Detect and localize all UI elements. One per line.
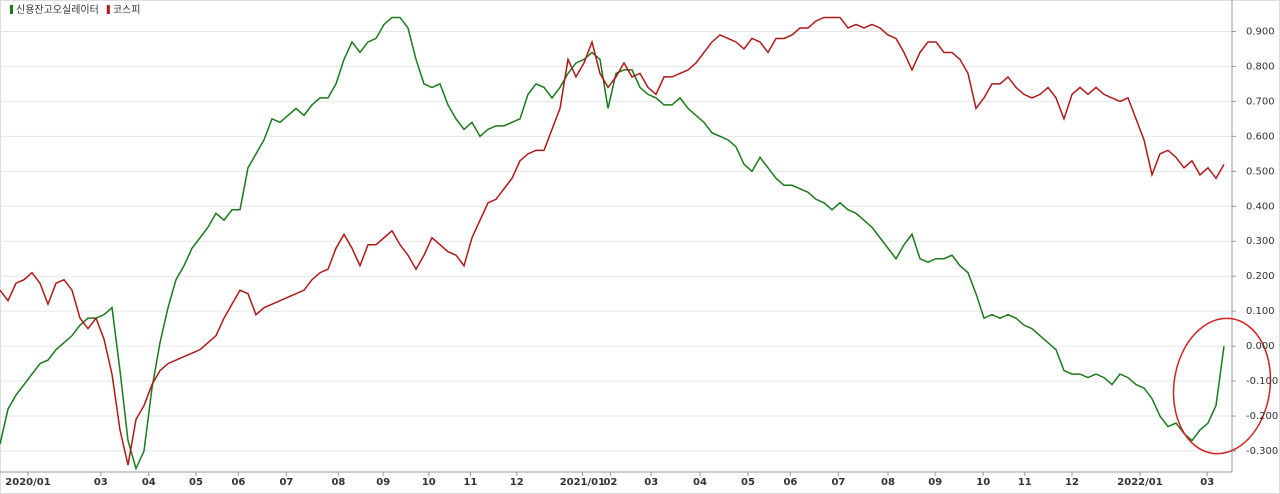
x-tick-label: 02 xyxy=(603,477,617,488)
x-tick-label: 07 xyxy=(831,477,845,488)
y-tick-label: 0.300 xyxy=(1246,236,1275,247)
legend: 신용잔고오실레이터 코스피 xyxy=(10,4,140,16)
y-tick-label: 0.700 xyxy=(1246,96,1275,107)
y-tick-label: 0.100 xyxy=(1246,306,1275,317)
y-tick-label: -0.100 xyxy=(1246,376,1278,387)
x-tick-label: 10 xyxy=(422,477,436,488)
x-tick-label: 03 xyxy=(1200,477,1214,488)
x-tick-label: 04 xyxy=(693,477,707,488)
x-tick-label: 2020/01 xyxy=(5,477,50,488)
y-tick-label: 0.600 xyxy=(1246,131,1275,142)
y-tick-label: 0.800 xyxy=(1246,61,1275,72)
x-tick-label: 2022/01 xyxy=(1117,477,1162,488)
x-tick-label: 11 xyxy=(463,477,477,488)
x-tick-label: 12 xyxy=(510,477,524,488)
y-tick-label: 0.400 xyxy=(1246,201,1275,212)
annotation-circle xyxy=(1172,317,1272,455)
legend-swatch xyxy=(10,5,13,14)
y-tick-label: 0.200 xyxy=(1246,271,1275,282)
series-line xyxy=(0,16,1225,471)
x-tick-label: 12 xyxy=(1065,477,1079,488)
x-tick-label: 03 xyxy=(644,477,658,488)
series-line xyxy=(0,16,1225,466)
legend-label: 신용잔고오실레이터 xyxy=(16,4,99,16)
x-tick-label: 09 xyxy=(928,477,942,488)
x-tick-label: 10 xyxy=(976,477,990,488)
legend-label: 코스피 xyxy=(113,4,141,16)
y-tick-label: -0.300 xyxy=(1246,446,1278,457)
x-tick-label: 09 xyxy=(376,477,390,488)
y-tick-label: -0.200 xyxy=(1246,411,1278,422)
x-tick-label: 08 xyxy=(331,477,345,488)
x-tick-label: 07 xyxy=(279,477,293,488)
x-tick-label: 05 xyxy=(741,477,755,488)
x-tick-label: 11 xyxy=(1018,477,1032,488)
x-tick-label: 06 xyxy=(783,477,797,488)
y-tick-label: 0.500 xyxy=(1246,166,1275,177)
y-tick-label: 0.900 xyxy=(1246,26,1275,37)
x-tick-label: 06 xyxy=(231,477,245,488)
x-tick-label: 05 xyxy=(189,477,203,488)
x-tick-label: 04 xyxy=(142,477,156,488)
x-tick-label: 08 xyxy=(881,477,895,488)
legend-swatch xyxy=(106,5,110,14)
y-tick-label: 0.000 xyxy=(1246,341,1275,352)
x-tick-label: 2021/01 xyxy=(560,477,605,488)
plot-area xyxy=(0,16,1232,471)
x-tick-label: 03 xyxy=(94,477,108,488)
